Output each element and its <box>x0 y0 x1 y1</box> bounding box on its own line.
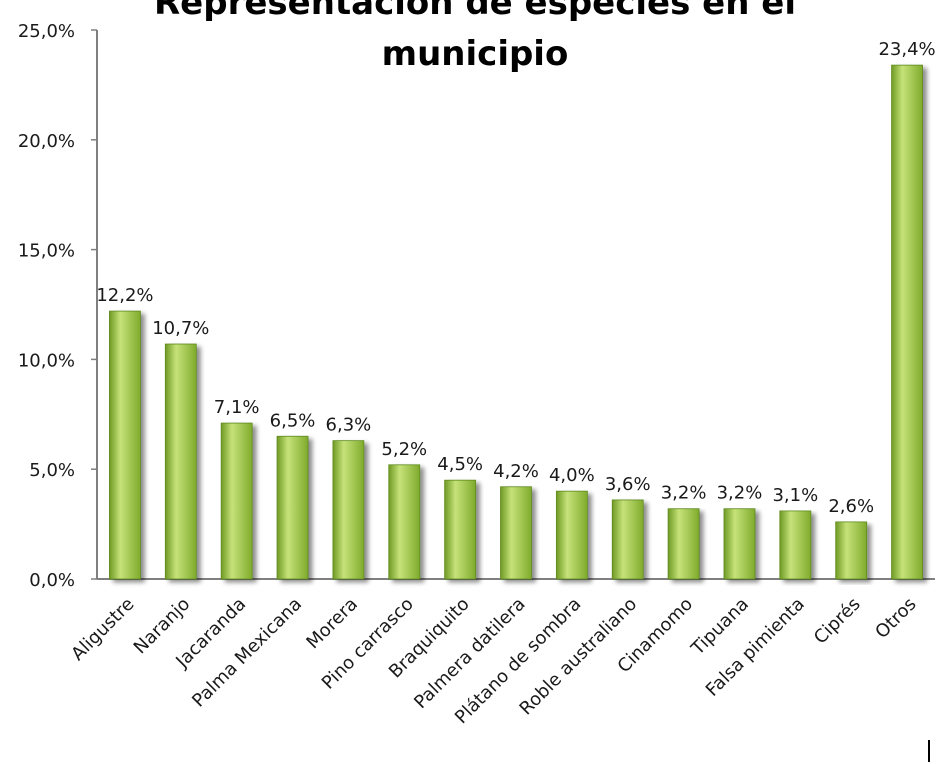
data-label: 4,5% <box>437 454 483 475</box>
data-label: 7,1% <box>214 397 260 418</box>
bar-braquiquito <box>444 479 477 580</box>
y-tick-label: 20,0% <box>18 131 75 152</box>
data-label: 4,2% <box>493 461 539 482</box>
bar-palmera-datilera <box>500 486 532 580</box>
data-label: 4,0% <box>549 465 595 486</box>
bar-tipuana <box>723 508 756 580</box>
bar-roble-australiano <box>611 499 644 580</box>
chart-title-line-2: municipio <box>382 34 569 74</box>
category-label: Falsa pimienta <box>702 594 809 701</box>
bar-palma-mexicana <box>276 435 309 580</box>
y-axis-ticks: 0,0% 5,0% 10,0% 15,0% 20,0% 25,0% <box>18 21 97 591</box>
bar-aligustre <box>109 310 141 580</box>
bar-jacaranda <box>220 422 253 580</box>
bar-morera <box>332 440 365 580</box>
text-cursor-mark <box>928 740 930 762</box>
data-label: 23,4% <box>878 39 935 60</box>
data-label: 12,2% <box>96 285 153 306</box>
data-label: 3,1% <box>772 485 818 506</box>
bar-falsa-pimienta <box>779 510 812 580</box>
y-tick-label: 0,0% <box>29 570 75 591</box>
data-label: 10,7% <box>152 318 209 339</box>
bar-plátano-de-sombra <box>555 490 588 580</box>
y-tick-label: 15,0% <box>18 241 75 262</box>
data-labels-group: 12,2% 10,7% 7,1% 6,5% 6,3% 5,2% 4,5% 4,2% 4,0% 3,… <box>96 39 935 517</box>
data-label: 3,6% <box>605 474 651 495</box>
chart-title-line-1: Representación de especies en el <box>154 0 796 23</box>
data-label: 3,2% <box>661 483 707 504</box>
bars-group <box>109 64 923 580</box>
y-tick-label: 10,0% <box>18 350 75 371</box>
category-label: Otros <box>871 594 920 643</box>
data-label: 6,3% <box>326 415 372 436</box>
y-tick-label: 25,0% <box>18 21 75 42</box>
bar-cinamomo <box>667 508 700 580</box>
bar-naranjo <box>164 343 197 580</box>
category-label: Aligustre <box>67 594 138 665</box>
y-tick-label: 5,0% <box>29 460 75 481</box>
data-label: 5,2% <box>381 439 427 460</box>
bar-otros <box>891 64 923 580</box>
data-label: 3,2% <box>717 483 763 504</box>
bar-ciprés <box>835 521 868 580</box>
category-label: Ciprés <box>810 594 865 649</box>
chart-title: Representación de especies en el municip… <box>154 0 796 74</box>
bar-pino-carrasco <box>388 464 421 580</box>
data-label: 6,5% <box>270 410 316 431</box>
data-label: 2,6% <box>828 496 874 517</box>
